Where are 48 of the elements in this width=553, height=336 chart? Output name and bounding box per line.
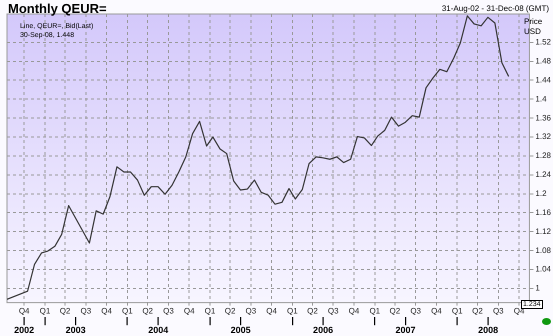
x-tick-label: Q3 xyxy=(80,306,92,316)
y-tick-label: 1.08 xyxy=(535,246,552,255)
chart-title: Monthly QEUR= xyxy=(8,1,107,16)
x-tick-label: Q1 xyxy=(204,306,216,316)
x-tick-label: Q4 xyxy=(18,306,30,316)
x2-tick-label: 2008 xyxy=(478,325,498,336)
y-tick-label: 1.24 xyxy=(535,170,552,180)
x-tick-label: Q2 xyxy=(60,306,71,316)
x2-tick-label: 2002 xyxy=(14,325,34,336)
y-tick-label: 1.52 xyxy=(535,38,552,47)
x-tick-label: Q3 xyxy=(328,306,340,316)
x-tick-label: Q2 xyxy=(224,306,236,316)
x-tick-label: Q1 xyxy=(40,306,51,316)
x-tick-label: Q3 xyxy=(163,306,174,316)
x-tick-label: Q3 xyxy=(245,306,257,316)
x-tick-label: Q2 xyxy=(390,306,401,316)
x2-tick-label: 2005 xyxy=(230,325,251,336)
y-tick-label: 1 xyxy=(535,284,540,293)
x-tick-label: Q2 xyxy=(142,306,154,316)
x2-tick-label: 2003 xyxy=(66,325,86,336)
y-tick-label: 1.4 xyxy=(535,94,548,104)
x-tick-label: Q4 xyxy=(266,306,278,316)
x2-tick-label: 2004 xyxy=(148,325,168,336)
x2-tick-label: 2007 xyxy=(395,325,416,336)
y-tick-label: 1.2 xyxy=(535,188,548,198)
y-tick-label: 1.04 xyxy=(535,264,552,274)
x-tick-label: Q1 xyxy=(369,306,381,316)
chart-subtitle: 31-Aug-02 - 31-Dec-08 (GMT) xyxy=(442,4,549,13)
x-tick-label: Q4 xyxy=(431,306,442,316)
y-tick-label: 1.36 xyxy=(535,113,552,122)
x-tick-label: Q3 xyxy=(492,306,504,316)
y-tick-label: 1.32 xyxy=(535,132,552,142)
y-tick-label: 1.48 xyxy=(535,56,552,66)
x-tick-label: Q1 xyxy=(452,306,464,316)
x-tick-label: Q4 xyxy=(184,306,196,316)
x-tick-label: Q2 xyxy=(307,306,318,316)
x-tick-label: Q4 xyxy=(348,306,360,316)
x-tick-label: Q1 xyxy=(122,306,134,316)
y-tick-label: 1.28 xyxy=(535,151,552,160)
y-tick-label: 1.44 xyxy=(535,75,552,84)
y-tick-label: 1.12 xyxy=(535,226,552,236)
x-tick-label: Q2 xyxy=(472,306,484,316)
x-tick-label: Q3 xyxy=(410,306,422,316)
y-tick-label: 1.16 xyxy=(535,208,552,217)
x-tick-label: Q4 xyxy=(101,306,112,316)
x-tick-label: Q1 xyxy=(287,306,298,316)
x2-tick-label: 2006 xyxy=(313,325,334,336)
y-axis-title: Price USD xyxy=(524,17,542,37)
